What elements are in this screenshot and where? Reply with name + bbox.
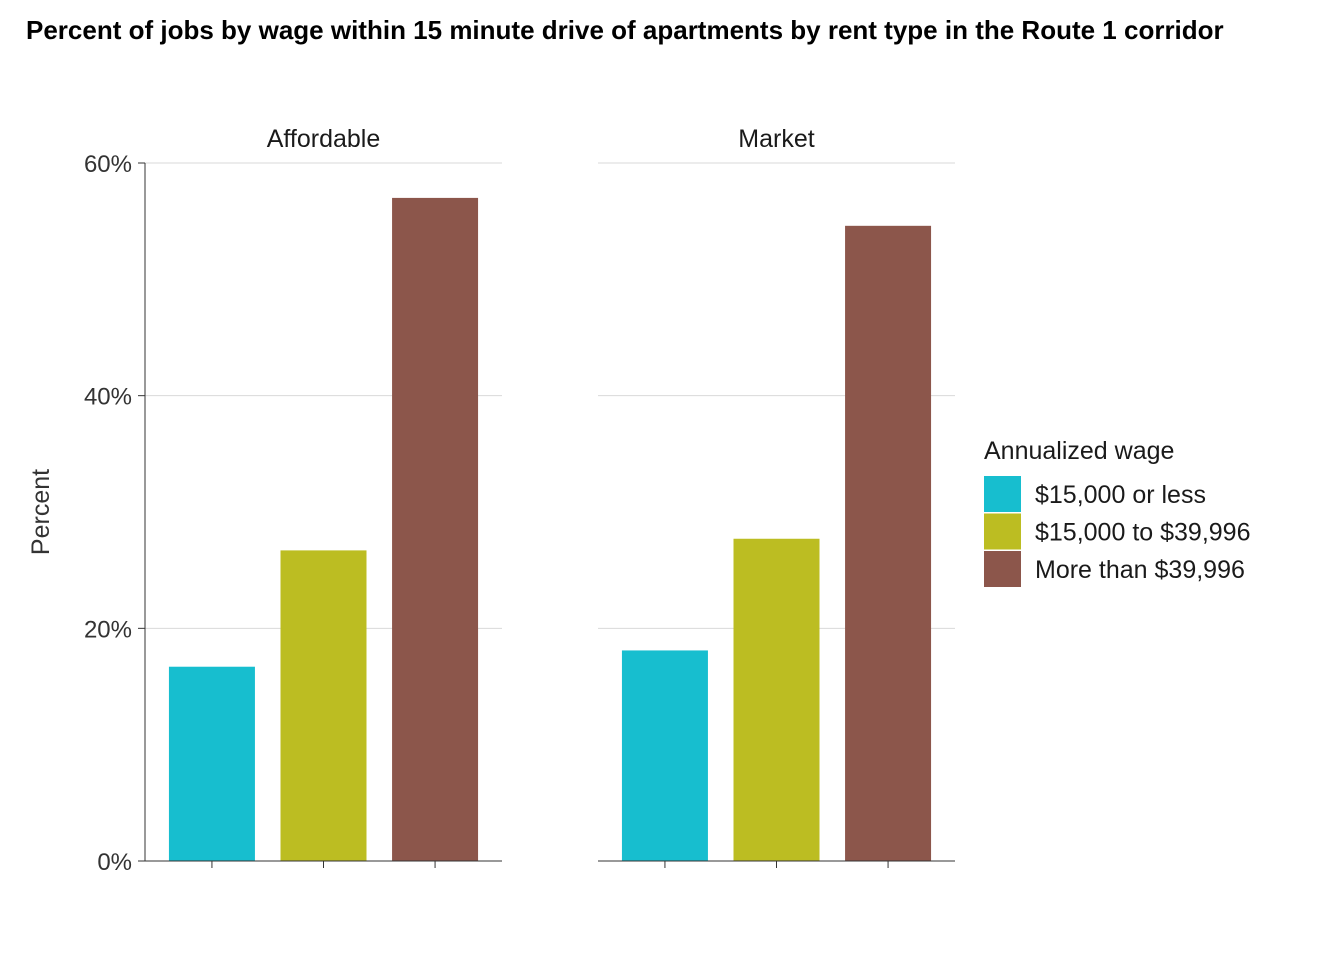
panel-label-market: Market [738,125,814,153]
legend-title: Annualized wage [984,437,1174,465]
y-tick-label-0: 0% [97,849,132,876]
bar-affordable-2 [392,197,479,861]
panel-label-affordable: Affordable [267,125,381,153]
legend-swatch-1 [984,513,1021,550]
panel-labels: Affordable Market [267,125,815,153]
bars [168,197,932,861]
bar-market-1 [733,538,820,861]
legend-swatch-2 [984,551,1021,587]
legend-label-2: More than $39,996 [1035,556,1245,584]
legend-swatch-0 [984,476,1021,512]
y-tick-label-3: 60% [84,151,132,178]
y-axis-title: Percent [27,469,55,555]
axes: 0% 20% 40% 60% [84,151,955,876]
bar-market-0 [621,650,708,861]
y-tick-label-2: 40% [84,384,132,411]
bar-affordable-1 [280,550,367,861]
chart-title: Percent of jobs by wage within 15 minute… [26,15,1224,45]
gridlines [145,162,955,629]
legend: Annualized wage $15,000 or less $15,000 t… [984,437,1250,587]
legend-label-0: $15,000 or less [1035,481,1206,509]
bar-market-2 [845,225,932,861]
bar-affordable-0 [168,666,255,861]
legend-label-1: $15,000 to $39,996 [1035,519,1250,547]
y-tick-label-1: 20% [84,616,132,643]
